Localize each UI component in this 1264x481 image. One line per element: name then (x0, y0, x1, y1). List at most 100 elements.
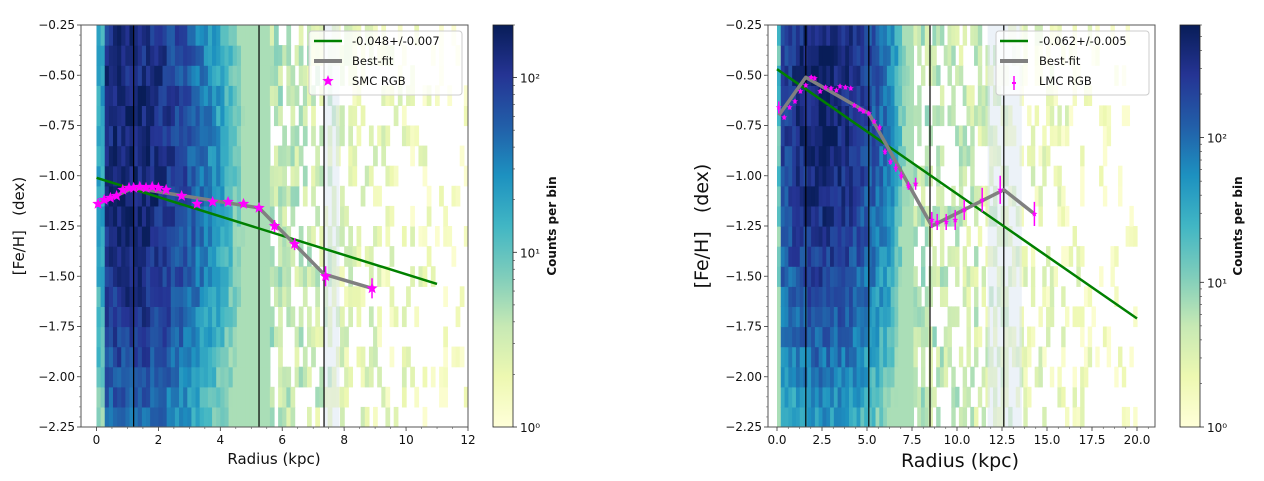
heatmap-cell (418, 266, 424, 287)
heatmap-cell (864, 406, 869, 427)
heatmap-cell (125, 85, 131, 106)
heatmap-cell (253, 346, 259, 368)
heatmap-cell (788, 105, 793, 127)
heatmap-cell (158, 286, 164, 307)
heatmap-cell (360, 286, 366, 307)
heatmap-cell (977, 85, 983, 106)
heatmap-cell (401, 226, 407, 247)
heatmap-cell (871, 85, 877, 106)
heatmap-cell (1046, 105, 1051, 127)
heatmap-cell (166, 226, 172, 247)
y-axis-label-right: [Fe/H] (dex) (691, 164, 713, 289)
heatmap-cell (784, 85, 789, 106)
heatmap-cell (141, 205, 147, 227)
heatmap-cell (845, 65, 850, 86)
data-point-star (253, 201, 265, 213)
heatmap-cell (826, 226, 831, 247)
heatmap-cell (932, 246, 937, 267)
colorbar-tick-label: 10⁰ (1207, 421, 1227, 435)
heatmap-cell (393, 406, 399, 427)
heatmap-cell (833, 306, 839, 328)
heatmap-cell (1102, 105, 1108, 127)
heatmap-cell (174, 145, 180, 167)
heatmap-cell (974, 326, 979, 348)
heatmap-cell (174, 406, 180, 427)
heatmap-cell (1023, 386, 1028, 408)
heatmap-cell (1072, 306, 1077, 328)
heatmap-cell (257, 185, 263, 207)
heatmap-cell (199, 205, 205, 227)
heatmap-cell (195, 85, 201, 106)
heatmap-cell (261, 105, 267, 127)
heatmap-cell (315, 165, 320, 187)
heatmap-cell (1129, 205, 1134, 227)
heatmap-cell (216, 246, 221, 267)
heatmap-cell (890, 366, 896, 388)
heatmap-cell (784, 45, 789, 66)
heatmap-cell (886, 326, 892, 348)
heatmap-cell (811, 205, 816, 227)
heatmap-cell (966, 226, 971, 247)
heatmap-cell (849, 205, 854, 227)
heatmap-cell (150, 346, 155, 368)
heatmap-cell (137, 366, 143, 388)
heatmap-cell (179, 105, 184, 127)
heatmap-cell (864, 346, 869, 368)
heatmap-cell (319, 125, 325, 147)
heatmap-cell (278, 326, 283, 348)
data-point-star (928, 216, 935, 223)
heatmap-cell (117, 25, 122, 46)
heatmap-cell (788, 286, 793, 307)
data-point-star (822, 84, 829, 90)
legend-star-marker-icon (322, 75, 334, 86)
heatmap-cell (220, 145, 226, 167)
heatmap-cell (228, 145, 234, 167)
heatmap-cell (902, 326, 907, 348)
heatmap-cell (1042, 125, 1047, 147)
heatmap-cell (224, 165, 230, 187)
heatmap-cell (966, 266, 971, 287)
data-point-star (979, 196, 986, 203)
heatmap-cell (966, 326, 971, 348)
heatmap-cell (856, 326, 861, 348)
heatmap-cell (261, 366, 267, 388)
heatmap-cell (799, 105, 805, 127)
heatmap-cell (249, 406, 254, 427)
heatmap-cell (207, 266, 213, 287)
heatmap-cell (792, 346, 797, 368)
heatmap-cell (249, 386, 254, 408)
heatmap-cell (146, 406, 151, 427)
heatmap-cell (191, 145, 197, 167)
heatmap-cell (261, 45, 267, 66)
heatmap-cell (443, 205, 448, 227)
heatmap-cell (315, 145, 320, 167)
heatmap-cell (1057, 185, 1062, 207)
heatmap-cell (807, 185, 812, 207)
heatmap-cell (974, 45, 979, 66)
heatmap-cell (104, 65, 110, 86)
heatmap-cell (799, 306, 805, 328)
heatmap-cell (174, 125, 180, 147)
heatmap-cell (909, 185, 915, 207)
heatmap-cell (974, 406, 979, 427)
heatmap-cell (777, 346, 782, 368)
heatmap-cell (833, 125, 839, 147)
heatmap-cell (240, 326, 246, 348)
heatmap-cell (137, 346, 143, 368)
heatmap-cell (860, 165, 865, 187)
heatmap-cell (286, 266, 292, 287)
heatmap-cell (269, 326, 275, 348)
heatmap-cell (799, 65, 805, 86)
heatmap-cell (220, 165, 226, 187)
heatmap-cell (788, 65, 793, 86)
heatmap-cell (307, 326, 312, 348)
heatmap-cell (788, 85, 793, 106)
heatmap-cell (129, 25, 135, 46)
heatmap-cell (894, 25, 899, 46)
heatmap-cell (307, 306, 312, 328)
heatmap-cell (278, 306, 283, 328)
heatmap-cell (860, 205, 865, 227)
heatmap-cell (133, 246, 139, 267)
heatmap-cell (216, 25, 221, 46)
